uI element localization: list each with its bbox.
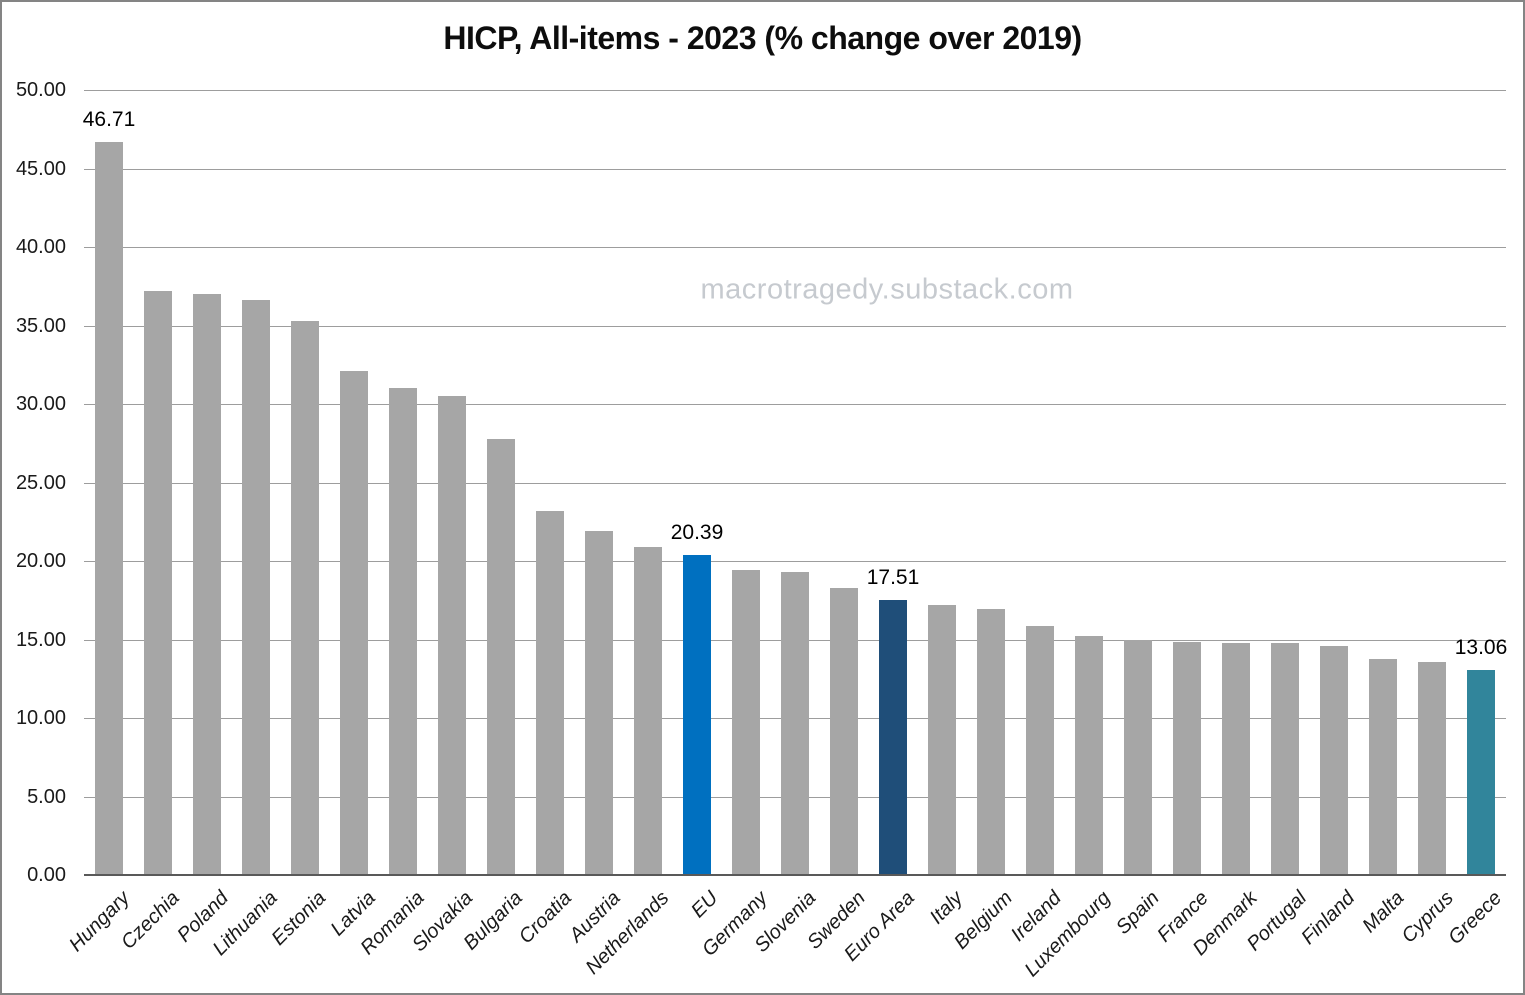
y-tick-30.00: 30.00 [15, 393, 66, 415]
bar-spain [1124, 640, 1152, 875]
value-label-euro-area: 17.51 [866, 566, 920, 589]
bar-france [1173, 642, 1201, 875]
x-label-finland: Finland [1297, 887, 1360, 949]
x-axis-line [84, 874, 1506, 876]
bar-denmark [1222, 643, 1250, 875]
bar-germany [732, 570, 760, 875]
bar-estonia [291, 321, 319, 875]
bar-euro-area [879, 600, 907, 875]
plot-area: 46.71 20.39 17.51 13.06 Hungary Czechia Polan… [66, 90, 1507, 981]
gridline-50.00 [84, 90, 1506, 91]
bar-croatia [536, 511, 564, 875]
bar-luxembourg [1075, 636, 1103, 875]
bar-ireland [1026, 626, 1054, 875]
y-tick-40.00: 40.00 [15, 236, 66, 258]
bar-slovakia [438, 396, 466, 875]
gridline-20.00 [84, 561, 1506, 562]
y-tick-15.00: 15.00 [15, 628, 66, 651]
value-label-greece: 13.06 [1454, 636, 1508, 659]
bar-cyprus [1418, 662, 1446, 875]
bar-lithuania [242, 300, 270, 875]
x-label-italy: Italy [926, 887, 968, 929]
bar-greece [1467, 670, 1495, 875]
gridline-25.00 [84, 482, 1506, 484]
y-tick-10.00: 10.00 [15, 707, 66, 729]
bar-bulgaria [487, 439, 515, 875]
bar-italy [928, 605, 956, 875]
chart-title: HICP, All-items - 2023 (% change over 20… [443, 20, 1082, 56]
bar-malta [1369, 659, 1397, 875]
bar-eu [683, 555, 711, 875]
y-tick-25.00: 25.00 [15, 471, 66, 494]
y-tick-45.00: 45.00 [15, 157, 66, 180]
bar-belgium [977, 609, 1005, 875]
bar-czechia [144, 291, 172, 875]
gridline-45.00 [84, 168, 1506, 170]
bar-austria [585, 531, 613, 875]
x-label-croatia: Croatia [514, 887, 576, 949]
bar-romania [389, 388, 417, 875]
value-label-hungary: 46.71 [82, 108, 136, 131]
y-tick-35.00: 35.00 [15, 314, 66, 337]
y-tick-5.00: 5.00 [27, 785, 66, 808]
gridline-35.00 [84, 325, 1506, 327]
bar-slovenia [781, 572, 809, 875]
bar-portugal [1271, 643, 1299, 875]
y-tick-50.00: 50.00 [15, 79, 66, 101]
bar-netherlands [634, 547, 662, 875]
y-tick-20.00: 20.00 [15, 550, 66, 572]
x-label-estonia: Estonia [267, 887, 331, 950]
x-label-eu: EU [687, 887, 723, 923]
x-label-greece: Greece [1444, 887, 1507, 949]
bar-latvia [340, 371, 368, 875]
gridline-30.00 [84, 404, 1506, 405]
bar-hungary [95, 142, 123, 875]
bar-finland [1320, 646, 1348, 875]
bar-poland [193, 294, 221, 875]
gridline-40.00 [84, 247, 1506, 248]
y-tick-0.00: 0.00 [27, 864, 66, 886]
bar-sweden [830, 588, 858, 875]
value-label-eu: 20.39 [670, 521, 724, 544]
watermark: macrotragedy.substack.com [700, 273, 1074, 306]
